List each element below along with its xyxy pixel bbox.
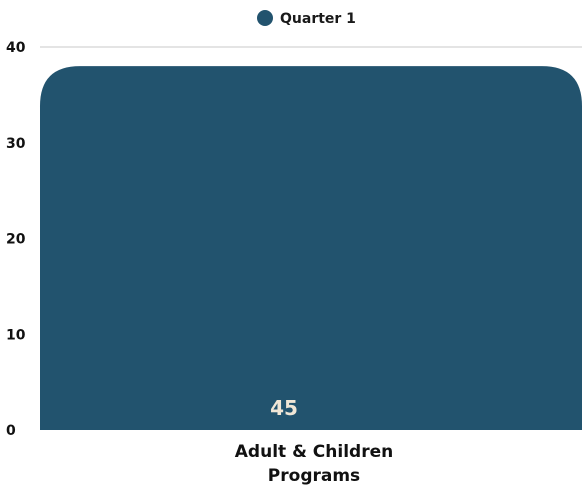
y-axis: 0 10 20 30 40 <box>6 40 26 439</box>
y-tick-label: 40 <box>6 40 26 56</box>
legend-marker <box>257 10 273 26</box>
bar <box>40 66 582 431</box>
y-tick-label: 20 <box>6 232 26 248</box>
x-tick-label: Programs <box>268 466 360 486</box>
y-tick-label: 30 <box>6 136 26 152</box>
legend: Quarter 1 <box>257 10 356 27</box>
x-tick-label: Adult & Children <box>235 442 393 462</box>
bars: 45 <box>40 66 582 431</box>
bar-value-label: 45 <box>270 396 298 420</box>
x-axis: Adult & Children Programs <box>235 442 393 486</box>
legend-label: Quarter 1 <box>280 11 356 27</box>
y-tick-label: 10 <box>6 327 26 343</box>
y-tick-label: 0 <box>6 423 16 439</box>
